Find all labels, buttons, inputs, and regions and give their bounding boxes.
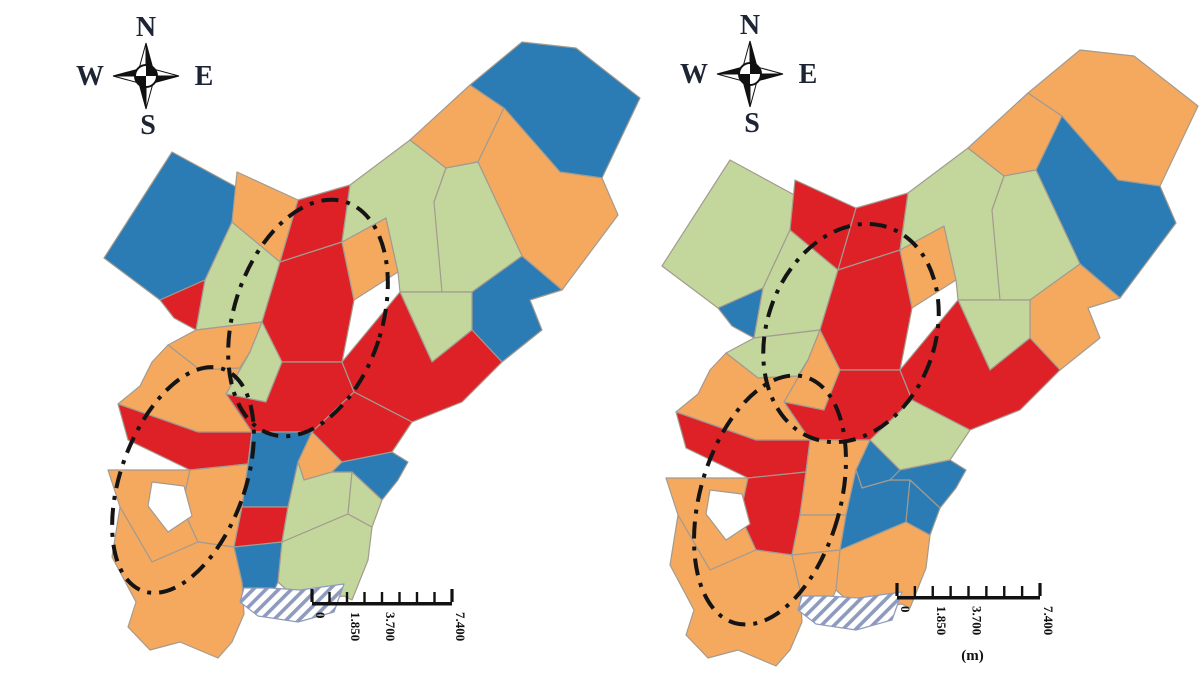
compass-point-light-half <box>742 40 751 66</box>
scale-bar-label: 0 <box>898 606 913 613</box>
map-region-R32 <box>905 479 941 536</box>
compass-point-dark-half <box>145 42 154 68</box>
scale-bar-tick <box>895 583 899 596</box>
scale-bar-tick <box>380 592 384 602</box>
scale-bar-line <box>897 596 1040 600</box>
scale-bar-label: 7.400 <box>1041 606 1056 635</box>
compass-point-light-half <box>145 84 154 110</box>
scale-bar-tick <box>328 592 331 602</box>
scale-bar-tick <box>913 586 917 596</box>
compass-label-east: E <box>195 61 214 92</box>
compass-point-dark-half <box>112 68 138 77</box>
map-region-R34 <box>705 489 751 541</box>
cluster-ellipse-annotation-1 <box>226 197 390 439</box>
compass-rose-icon-left: N E S W <box>76 12 213 141</box>
compass-point-light-half <box>758 66 784 75</box>
map-region-R24 <box>111 506 245 659</box>
compass-hub-quadrant <box>739 74 750 85</box>
compass-point-light-half <box>749 82 758 108</box>
compass-point-light-half <box>716 73 742 82</box>
scale-bar-line <box>312 602 452 606</box>
compass-label-south: S <box>140 110 156 141</box>
map-region-R34 <box>147 481 193 533</box>
map-region-R30 <box>889 459 967 509</box>
compass-hub-quadrant <box>750 63 761 74</box>
compass-point <box>138 84 154 110</box>
compass-point-light-half <box>138 42 147 68</box>
scale-bar-tick <box>1003 586 1006 596</box>
scale-bar-left: 0 1.850 3.700 7.400 <box>310 589 468 641</box>
compass-point <box>758 66 784 82</box>
compass-point <box>154 68 180 84</box>
scale-bar-tick <box>415 592 419 602</box>
compass-hub-quadrant <box>146 65 157 76</box>
scale-bar-tick <box>1038 583 1042 596</box>
scale-bar-tick <box>1020 586 1024 596</box>
cluster-ellipse-annotation-2 <box>110 365 256 595</box>
compass-label-east: E <box>799 59 818 90</box>
compass-point <box>138 42 154 68</box>
scale-bar-label: 1.850 <box>348 612 363 641</box>
scale-bar-label: 0 <box>313 612 328 619</box>
scale-bar-tick <box>433 592 436 602</box>
compass-label-north: N <box>740 10 760 41</box>
scale-bar-right: 0 1.850 3.700 7.400 (m) <box>895 583 1056 664</box>
scale-bar-tick <box>310 589 314 602</box>
scale-bar-unit: (m) <box>961 648 984 664</box>
compass-point-dark-half <box>758 73 784 82</box>
scale-bar-tick <box>931 586 934 596</box>
compass-point-dark-half <box>154 75 180 84</box>
compass-label-west: W <box>680 59 708 90</box>
choropleth-map-left <box>103 41 641 659</box>
compass-point-dark-half <box>749 40 758 66</box>
compass-label-west: W <box>76 61 104 92</box>
map-region-R32 <box>347 471 383 528</box>
compass-point-dark-half <box>138 84 147 110</box>
compass-point-dark-half <box>716 66 742 75</box>
cluster-ellipse-annotation-2 <box>692 373 848 627</box>
scale-bar-tick <box>967 586 970 596</box>
choropleth-map-right <box>661 49 1199 667</box>
compass-hub-quadrant <box>135 76 146 87</box>
map-region-R27 <box>233 506 289 548</box>
compass-point <box>112 68 138 84</box>
scale-bar-label: 1.850 <box>934 606 949 635</box>
compass-point <box>742 40 758 66</box>
compass-label-north: N <box>136 12 156 43</box>
cluster-ellipse-annotation-1 <box>761 221 941 445</box>
compass-point-light-half <box>154 68 180 77</box>
compass-point-light-half <box>112 75 138 84</box>
map-region-R24 <box>669 514 803 667</box>
scale-bar-label: 7.400 <box>453 612 468 641</box>
map-region-R30 <box>331 451 409 501</box>
scale-bar-label: 3.700 <box>970 606 985 635</box>
map-region-R33 <box>239 583 345 623</box>
scale-bar-tick <box>363 592 366 602</box>
compass-label-south: S <box>744 108 760 139</box>
scale-bar-label: 3.700 <box>383 612 398 641</box>
scale-bar-tick <box>450 589 454 602</box>
scale-bar-tick <box>949 586 952 596</box>
scale-bar-tick <box>345 592 349 602</box>
scale-bar-tick <box>398 592 401 602</box>
compass-point <box>716 66 742 82</box>
scale-bar-tick <box>985 586 988 596</box>
map-region-R33 <box>797 591 903 631</box>
compass-point-dark-half <box>742 82 751 108</box>
compass-rose-icon-right: N E S W <box>680 10 817 139</box>
compass-point <box>742 82 758 108</box>
